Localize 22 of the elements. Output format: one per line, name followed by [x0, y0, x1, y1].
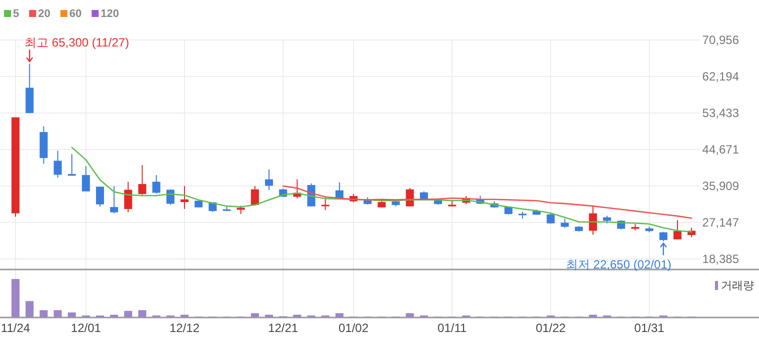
annotation: 최저 22,650 (02/01) — [566, 257, 672, 272]
y-tick-label: 62,194 — [702, 70, 740, 84]
legend-label: 5 — [13, 8, 20, 20]
y-tick-label: 35,909 — [702, 179, 740, 194]
x-tick-label: 12/12 — [169, 321, 200, 335]
x-tick-label: 01/11 — [438, 321, 468, 335]
y-tick-label: 27,147 — [702, 216, 740, 230]
legend-label: 거래량 — [721, 280, 754, 292]
y-tick-label: 18,385 — [702, 252, 740, 266]
x-tick-label: 01/02 — [338, 321, 369, 335]
legend-label: 60 — [69, 8, 82, 20]
legend-label: 120 — [100, 8, 119, 20]
x-tick-label: 01/22 — [536, 321, 566, 335]
y-tick-label: 53,433 — [702, 106, 740, 120]
y-tick-label: 70,956 — [702, 33, 740, 47]
x-tick-label: 11/24 — [0, 321, 30, 335]
annotation: 최고 65,300 (11/27) — [24, 36, 130, 50]
x-tick-label: 12/01 — [70, 321, 102, 335]
legend-label: 20 — [38, 8, 50, 20]
x-tick-label: 12/21 — [268, 321, 298, 335]
y-tick-label: 44,671 — [702, 142, 740, 157]
x-tick-label: 01/31 — [634, 321, 665, 335]
